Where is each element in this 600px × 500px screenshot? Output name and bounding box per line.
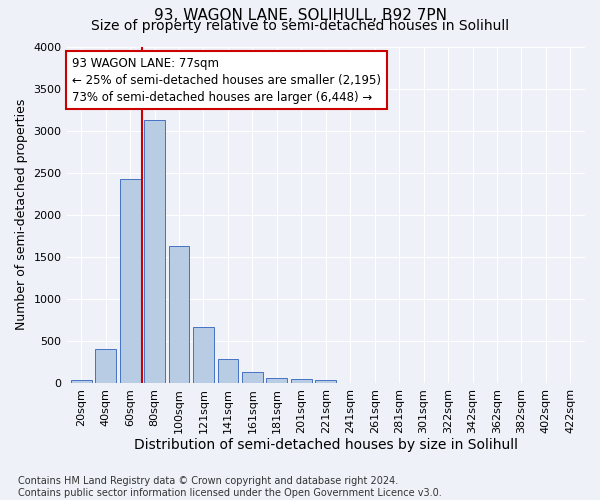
Bar bbox=[144, 120, 165, 383]
Bar bbox=[266, 378, 287, 383]
Bar bbox=[71, 380, 92, 383]
Text: Contains HM Land Registry data © Crown copyright and database right 2024.
Contai: Contains HM Land Registry data © Crown c… bbox=[18, 476, 442, 498]
Y-axis label: Number of semi-detached properties: Number of semi-detached properties bbox=[15, 99, 28, 330]
Bar bbox=[95, 350, 116, 383]
Bar bbox=[169, 246, 190, 383]
Text: Size of property relative to semi-detached houses in Solihull: Size of property relative to semi-detach… bbox=[91, 19, 509, 33]
X-axis label: Distribution of semi-detached houses by size in Solihull: Distribution of semi-detached houses by … bbox=[134, 438, 518, 452]
Bar bbox=[242, 372, 263, 383]
Bar bbox=[218, 358, 238, 383]
Text: 93, WAGON LANE, SOLIHULL, B92 7PN: 93, WAGON LANE, SOLIHULL, B92 7PN bbox=[154, 8, 446, 22]
Bar bbox=[120, 180, 140, 383]
Bar bbox=[316, 380, 336, 383]
Text: 93 WAGON LANE: 77sqm
← 25% of semi-detached houses are smaller (2,195)
73% of se: 93 WAGON LANE: 77sqm ← 25% of semi-detac… bbox=[72, 56, 381, 104]
Bar bbox=[291, 379, 312, 383]
Bar bbox=[193, 326, 214, 383]
